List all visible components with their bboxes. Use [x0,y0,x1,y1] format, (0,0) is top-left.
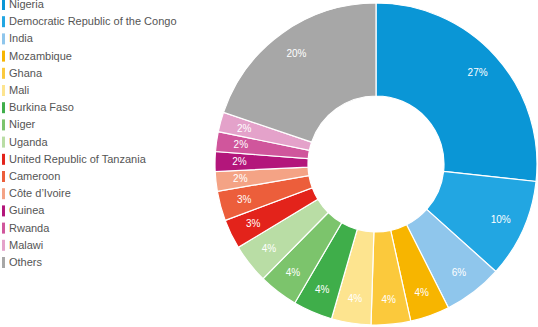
legend-swatch [2,33,5,44]
slices [215,3,537,325]
legend-label: Rwanda [9,222,50,234]
legend-label: Côte d’Ivoire [9,187,71,199]
legend-label: United Republic of Tanzania [9,153,147,165]
legend-swatch [2,51,5,62]
slice [371,230,411,325]
legend-label: Mali [9,84,29,96]
data-label: 2% [237,123,252,134]
legend-swatch [2,85,5,96]
legend-swatch [2,154,5,165]
legend-swatch [2,223,5,234]
legend-swatch [2,137,5,148]
slice [224,3,376,142]
legend-label: Nigeria [9,0,45,10]
legend-label: Cameroon [9,170,60,182]
data-label: 2% [234,139,249,150]
data-label: 10% [491,214,511,225]
legend-label: India [9,32,34,44]
data-label: 4% [315,284,330,295]
data-label: 4% [348,293,363,304]
data-label: 4% [286,267,301,278]
legend-label: Mozambique [9,50,72,62]
data-label: 3% [237,194,252,205]
legend-swatch [2,68,5,79]
legend-label: Uganda [9,136,48,148]
legend-swatch [2,205,5,216]
data-label: 4% [262,243,277,254]
legend-label: Burkina Faso [9,101,74,113]
legend-swatch [2,119,5,130]
data-label: 4% [415,287,430,298]
legend-swatch [2,257,5,268]
legend-swatch [2,240,5,251]
data-label: 20% [286,48,306,59]
legend-swatch [2,188,5,199]
legend-label: Malawi [9,239,43,251]
data-label: 4% [381,294,396,305]
legend-swatch [2,16,5,27]
data-label: 3% [246,218,261,229]
legend-swatch [2,0,5,10]
data-label: 2% [232,156,247,167]
legend-label: Guinea [9,204,45,216]
legend-swatch [2,102,5,113]
legend-label: Niger [9,118,36,130]
legend-label: Ghana [9,67,43,79]
slice [376,3,537,181]
data-label: 2% [233,173,248,184]
data-labels: 27% 10% 6% 4% 4% 4% 4% 4% 4% 3% 3% 2% 2% 2% 2% 20% [232,48,510,306]
legend-label: Others [9,256,43,268]
data-label: 27% [468,67,488,78]
legend-label: Democratic Republic of the Congo [9,15,177,27]
legend-swatch [2,171,5,182]
data-label: 6% [452,267,467,278]
legend: Nigeria Democratic Republic of the Congo I… [2,0,177,268]
chart: 27% 10% 6% 4% 4% 4% 4% 4% 4% 3% 3% 2% 2% 2% 2% 20% Niger… [0,0,538,327]
